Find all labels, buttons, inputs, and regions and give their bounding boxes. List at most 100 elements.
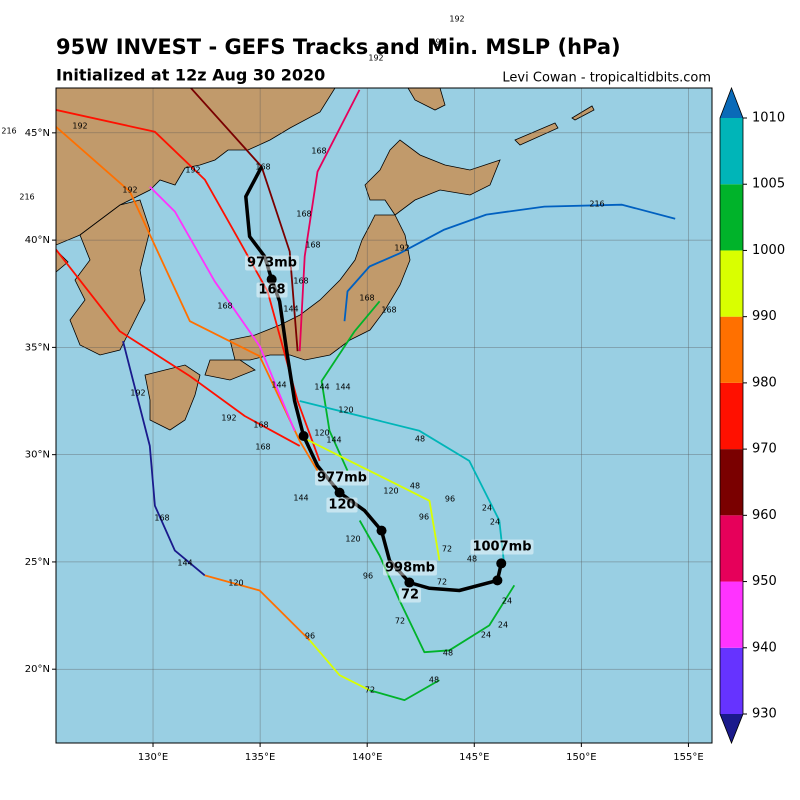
- hour-label: 168: [253, 421, 268, 430]
- lat-tick-label: 25°N: [25, 557, 50, 568]
- hour-label: 144: [177, 559, 192, 568]
- hour-label: 168: [255, 443, 270, 452]
- subtitle: Initialized at 12z Aug 30 2020: [56, 66, 325, 85]
- pressure-label: 977mb: [317, 471, 367, 486]
- hour-label: 192: [72, 122, 87, 131]
- hour-label: 168: [255, 163, 270, 172]
- ensemble-track: [320, 300, 381, 472]
- lon-tick-label: 145°E: [459, 752, 489, 763]
- pressure-label: 168: [258, 283, 285, 298]
- hour-label: 48: [410, 482, 420, 491]
- hour-label: 216: [589, 200, 604, 209]
- tracks: [56, 88, 676, 701]
- annotation-box: [398, 587, 422, 603]
- hour-label: 192: [130, 389, 145, 398]
- pressure-label: 120: [328, 498, 355, 513]
- colorbar-label: 970: [752, 442, 777, 457]
- colorbar-extend: [720, 714, 743, 743]
- colorbar-segment: [720, 515, 743, 582]
- hour-label: 168: [359, 294, 374, 303]
- hour-label: 48: [467, 555, 477, 564]
- hour-label: 168: [305, 241, 320, 250]
- ensemble-track: [122, 340, 206, 577]
- hour-label: 168: [381, 306, 396, 315]
- hour-label: 120: [338, 406, 353, 415]
- hour-label: 144: [293, 494, 308, 503]
- lat-tick-label: 20°N: [25, 664, 50, 675]
- colorbar-label: 1010: [752, 111, 785, 126]
- track-marker: [266, 274, 277, 285]
- ensemble-track: [56, 249, 301, 447]
- colorbar-label: 980: [752, 375, 777, 390]
- hour-label: 96: [305, 632, 315, 641]
- hour-label: 144: [283, 305, 298, 314]
- credit: Levi Cowan - tropicaltidbits.com: [502, 71, 711, 86]
- hour-label: 48: [443, 649, 453, 658]
- mean-track: [244, 165, 504, 593]
- hour-label: 192: [221, 414, 236, 423]
- hour-label: 192: [185, 166, 200, 175]
- colorbar-segment: [720, 184, 743, 251]
- grid: 130°E 135°E 140°E 145°E 150°E 155°E 20°N 25°N 30…: [25, 88, 712, 763]
- lat-tick-label: 30°N: [25, 450, 50, 461]
- colorbar-segment: [720, 316, 743, 383]
- hour-label: 168: [154, 514, 169, 523]
- colorbar-extend: [720, 88, 743, 118]
- hour-label: 96: [445, 495, 455, 504]
- hour-label: 192: [449, 15, 464, 24]
- colorbar-label: 940: [752, 640, 777, 655]
- ensemble-track: [298, 89, 361, 352]
- hour-label: 144: [314, 383, 329, 392]
- ensemble-track: [149, 186, 296, 432]
- hour-label: 120: [345, 535, 360, 544]
- annotation-box: [470, 539, 534, 555]
- ensemble-track: [369, 679, 440, 701]
- track-marker: [334, 487, 345, 498]
- lat-tick-label: 45°N: [25, 128, 50, 139]
- title: 95W INVEST - GEFS Tracks and Min. MSLP (…: [56, 35, 621, 59]
- hour-label: 72: [437, 578, 447, 587]
- hour-label: 216: [19, 193, 34, 202]
- hour-label: 168: [217, 302, 232, 311]
- annotation-box: [245, 255, 299, 271]
- hour-label: 72: [395, 617, 405, 626]
- track-marker: [298, 430, 309, 441]
- hour-label: 120: [314, 429, 329, 438]
- ensemble-track: [189, 88, 299, 352]
- ensemble-track: [56, 126, 319, 472]
- hour-label: 192: [122, 186, 137, 195]
- colorbar-segment: [720, 118, 743, 185]
- ensemble-track: [299, 435, 441, 561]
- annotation-box: [256, 282, 288, 298]
- track-marker: [404, 577, 415, 588]
- track-marker: [496, 558, 507, 569]
- hour-label: 24: [482, 504, 492, 513]
- hour-label: 72: [442, 545, 452, 554]
- colorbar-segment: [720, 581, 743, 648]
- hour-label: 192: [368, 54, 383, 63]
- ensemble-track: [343, 203, 676, 322]
- map-frame: [55, 87, 713, 744]
- hour-label: 192: [394, 244, 409, 253]
- lon-tick-label: 130°E: [138, 752, 168, 763]
- pressure-label: 998mb: [385, 561, 435, 576]
- hour-label: 120: [228, 579, 243, 588]
- lat-tick-label: 35°N: [25, 342, 50, 353]
- colorbar-label: 1005: [752, 177, 785, 192]
- ensemble-track: [358, 520, 516, 654]
- lon-tick-label: 150°E: [566, 752, 596, 763]
- hour-label: 144: [326, 436, 341, 445]
- hour-label: 24: [481, 631, 491, 640]
- annotation-box: [326, 497, 358, 513]
- hour-label: 96: [363, 572, 373, 581]
- land: [56, 88, 595, 431]
- hour-label: 168: [293, 277, 308, 286]
- hour-label: 24: [502, 597, 512, 606]
- hour-label: 168: [311, 147, 326, 156]
- colorbar-label: 1000: [752, 243, 785, 258]
- hour-label: 96: [419, 513, 429, 522]
- ensemble-track: [299, 400, 506, 566]
- colorbar-segment: [720, 382, 743, 450]
- annotation-box: [383, 560, 437, 576]
